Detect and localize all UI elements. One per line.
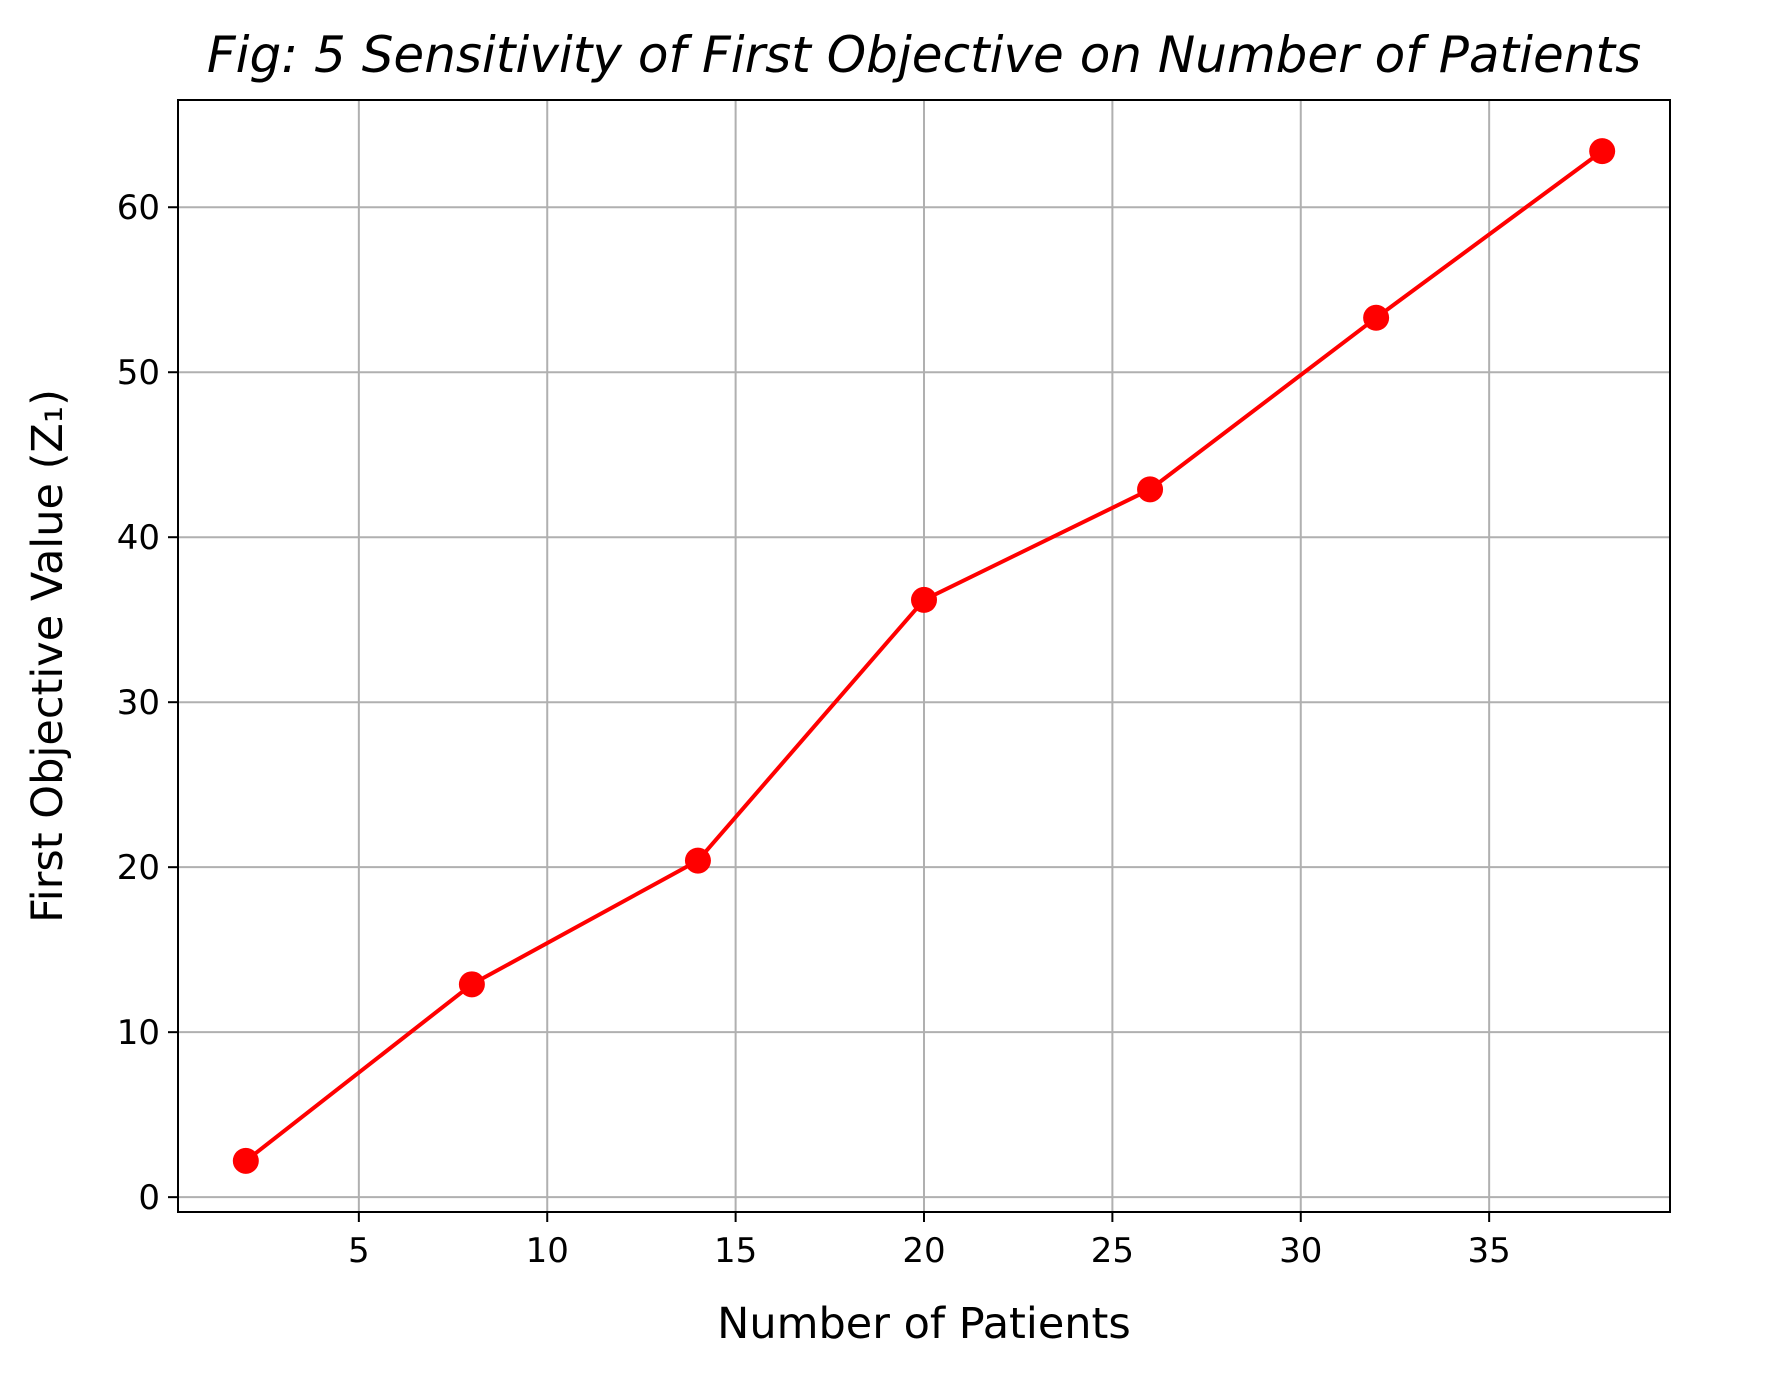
- ticks: 5 10 15 20 25 30 35 0 10 20 30 40 50 60: [117, 188, 1511, 1271]
- x-axis-label: Number of Patients: [717, 1299, 1131, 1349]
- data-point: [232, 1147, 259, 1174]
- data-point: [1589, 138, 1616, 165]
- y-tick-label: 60: [117, 188, 160, 228]
- y-axis-label: First Objective Value (Z₁): [23, 389, 73, 923]
- x-tick-label: 5: [348, 1231, 370, 1271]
- grid: [178, 100, 1670, 1212]
- data-point: [1363, 304, 1390, 331]
- y-tick-label: 0: [138, 1178, 160, 1218]
- x-tick-label: 35: [1468, 1231, 1511, 1271]
- y-tick-label: 50: [117, 353, 160, 393]
- x-tick-label: 10: [526, 1231, 569, 1271]
- x-tick-label: 25: [1091, 1231, 1134, 1271]
- data-point: [911, 586, 937, 613]
- y-tick-label: 30: [117, 683, 160, 723]
- series-layer: [232, 138, 1616, 1174]
- y-tick-label: 20: [117, 848, 160, 888]
- chart-title: Fig: 5 Sensitivity of First Objective on…: [207, 26, 1641, 84]
- y-tick-label: 40: [117, 518, 160, 558]
- x-tick-label: 30: [1279, 1231, 1322, 1271]
- data-point: [458, 971, 485, 998]
- x-tick-label: 15: [714, 1231, 757, 1271]
- data-point: [1137, 476, 1164, 503]
- y-tick-label: 10: [117, 1013, 160, 1053]
- data-point: [684, 847, 711, 874]
- x-tick-label: 20: [902, 1231, 945, 1271]
